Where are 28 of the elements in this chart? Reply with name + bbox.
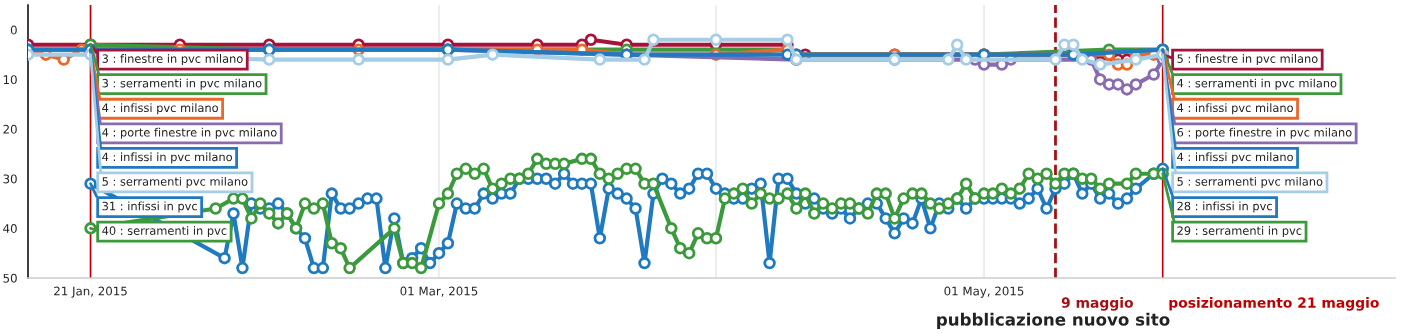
y-tick-label: 10 [3, 75, 17, 85]
data-label: 3 : finestre in pvc milano [102, 54, 243, 66]
y-tick-label: 30 [3, 174, 17, 184]
y-tick-label: 0 [10, 25, 17, 35]
y-tick-label: 50 [3, 273, 17, 283]
data-label: 29 : serramenti in pvc [1177, 226, 1302, 238]
y-tick-label: 20 [3, 124, 17, 134]
ref-line-label: 9 maggio [1061, 297, 1133, 311]
data-label: 5 : serramenti pvc milano [102, 176, 248, 188]
data-label: 4 : serramenti in pvc milano [1177, 78, 1337, 90]
data-label: 5 : serramenti pvc milano [1177, 176, 1323, 188]
x-tick-label: 21 Jan, 2015 [54, 286, 127, 298]
x-tick-label: 01 May, 2015 [944, 286, 1024, 298]
data-label: 3 : serramenti in pvc milano [102, 78, 262, 90]
data-label: 31 : infissi in pvc [102, 201, 197, 213]
ref-line-label: posizionamento 21 maggio [1169, 297, 1379, 311]
data-label: 28 : infissi in pvc [1177, 201, 1272, 213]
data-label: 4 : infissi in pvc milano [102, 152, 232, 164]
data-label: 4 : infissi pvc milano [1177, 103, 1293, 115]
data-label: 5 : finestre in pvc milano [1177, 54, 1318, 66]
data-label: 6 : porte finestre in pvc milano [1177, 127, 1352, 139]
text: pubblicazione nuovo sito [937, 312, 1170, 329]
y-tick-label: 40 [3, 224, 17, 234]
data-label: 4 : infissi pvc milano [102, 103, 218, 115]
data-label: 4 : porte finestre in pvc milano [102, 127, 277, 139]
data-label: 4 : infissi pvc milano [1177, 152, 1293, 164]
x-tick-label: 01 Mar, 2015 [400, 286, 478, 297]
data-label: 40 : serramenti in pvc [102, 226, 227, 238]
